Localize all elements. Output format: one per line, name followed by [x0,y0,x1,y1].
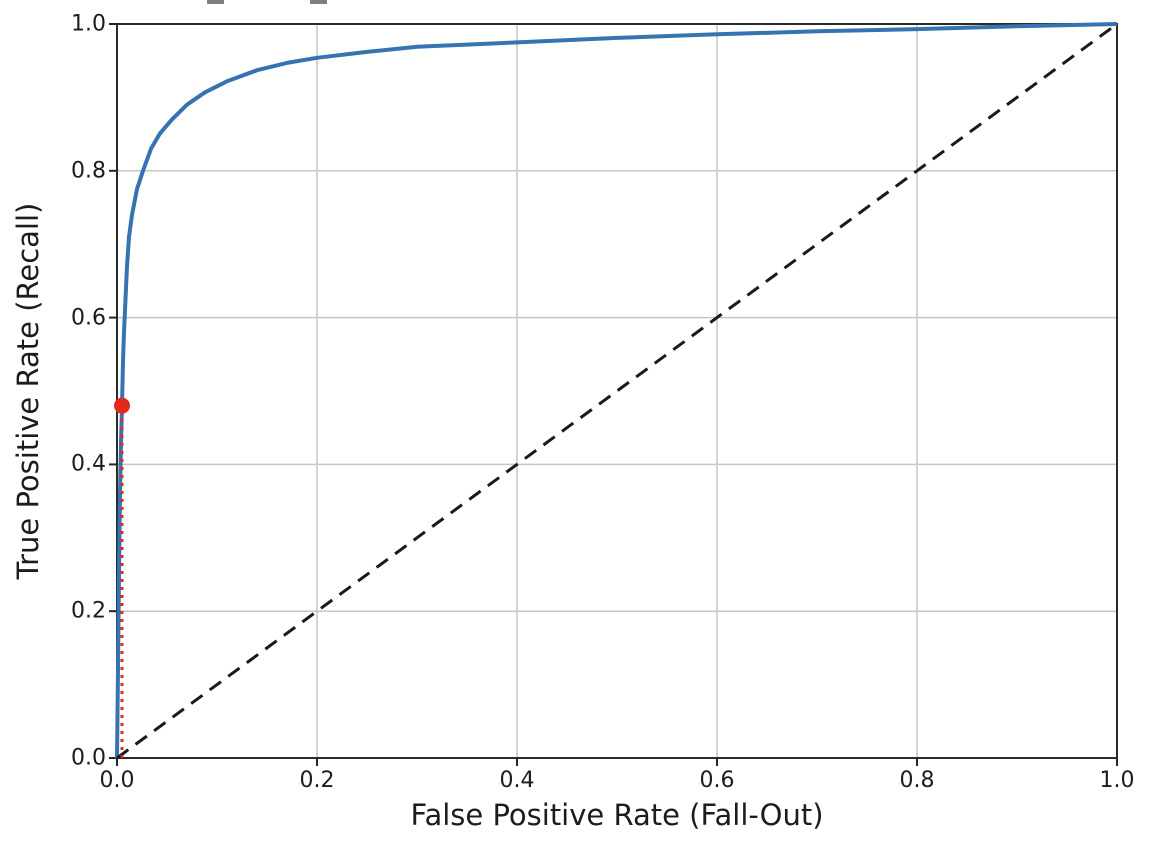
chance-diagonal-line [116,22,1118,760]
x-axis-label: False Positive Rate (Fall-Out) [410,798,824,832]
y-axis-label: True Positive Rate (Recall) [11,202,45,580]
x-tick-label: 1.0 [1099,768,1135,793]
y-tick-label: 0.4 [71,451,106,477]
roc-curve-line [115,22,1118,759]
y-tick-label: 0.8 [71,158,106,184]
x-tick-label: 0.4 [499,768,535,793]
x-tick-label: 0.8 [899,768,935,793]
y-tick-label: 0.2 [71,598,106,624]
y-tick-label: 0.0 [71,745,106,771]
cropped-title-underscore-mark [310,0,327,4]
cropped-title-underscore-mark [207,0,224,4]
y-tick-label: 1.0 [71,11,106,37]
y-tick-label: 0.6 [71,305,106,331]
x-tick-label: 0.6 [699,768,735,793]
x-tick-label: 0.2 [299,768,335,793]
axes-frame [116,23,1118,759]
operating-point-marker [114,397,130,414]
x-tick-label: 0.0 [99,768,135,793]
